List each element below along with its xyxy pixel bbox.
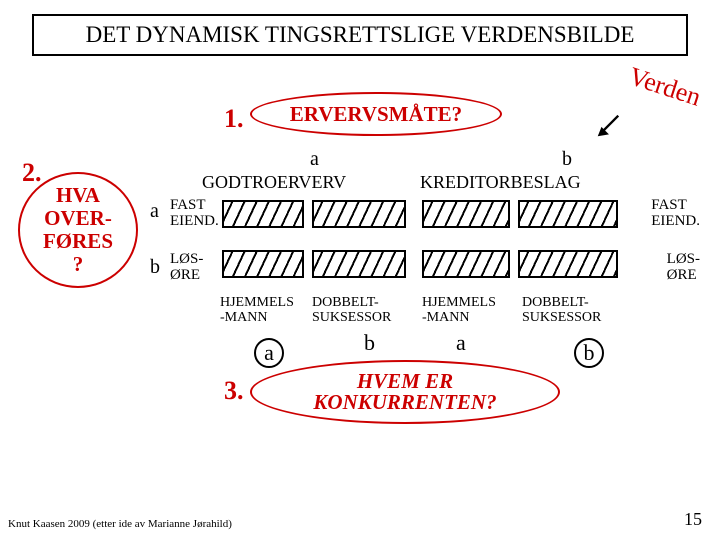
credit-text: Knut Kaasen 2009 (etter ide av Marianne … — [8, 518, 232, 530]
sub-hjemmels-left: HJEMMELS -MANN — [220, 296, 294, 325]
sub-hjemmels-right: HJEMMELS -MANN — [422, 296, 496, 325]
sd1r: DOBBELT- — [522, 295, 589, 310]
hatched-cell — [518, 250, 618, 278]
hatched-cell — [222, 250, 304, 278]
hatched-cell — [312, 250, 406, 278]
q2-text: HVA OVER- FØRES ? — [43, 184, 113, 276]
fast2-l: EIEND. — [170, 213, 219, 229]
q3-bubble: HVEM ER KONKURRENTEN? — [250, 360, 560, 424]
q2-bubble: HVA OVER- FØRES ? — [18, 172, 138, 288]
bottom-b-left: b — [364, 330, 375, 356]
lose2-l: ØRE — [170, 267, 200, 283]
q2-number: 2. — [22, 158, 42, 188]
hatched-cell — [422, 250, 510, 278]
row-b-label: b — [150, 256, 160, 279]
q2-l1: HVA — [43, 184, 113, 207]
q3-text: HVEM ER KONKURRENTEN? — [313, 371, 496, 413]
column-a-label: a — [310, 148, 319, 171]
page-number: 15 — [684, 509, 702, 530]
q2-l4: ? — [43, 253, 113, 276]
sh1l: HJEMMELS — [220, 295, 294, 310]
page-title-box: DET DYNAMISK TINGSRETTSLIGE VERDENSBILDE — [32, 14, 688, 56]
column-b-label: b — [562, 148, 572, 171]
sd2r: SUKSESSOR — [522, 310, 601, 325]
verden-word: Verden — [626, 61, 705, 112]
q3-l2: KONKURRENTEN? — [313, 390, 496, 414]
hatched-cell — [312, 200, 406, 228]
bottom-a-left: a — [254, 338, 284, 368]
fast1-l: FAST — [170, 197, 206, 213]
lose1-r: LØS- — [667, 251, 700, 267]
lose2-r: ØRE — [667, 267, 697, 283]
lose1-l: LØS- — [170, 251, 203, 267]
sub-dobbelt-left: DOBBELT- SUKSESSOR — [312, 296, 391, 325]
hatched-cell — [518, 200, 618, 228]
q2-l2: OVER- — [43, 207, 113, 230]
fast-eiend-right: FAST EIEND. — [651, 198, 700, 230]
fast1-r: FAST — [651, 197, 687, 213]
sub-dobbelt-right: DOBBELT- SUKSESSOR — [522, 296, 601, 325]
page-title: DET DYNAMISK TINGSRETTSLIGE VERDENSBILDE — [86, 22, 635, 47]
bottom-b-right: b — [574, 338, 604, 368]
row-a-label: a — [150, 200, 159, 223]
hatched-cell — [422, 200, 510, 228]
q1-number: 1. — [224, 104, 244, 134]
sd1l: DOBBELT- — [312, 295, 379, 310]
hatched-cell — [222, 200, 304, 228]
q2-l3: FØRES — [43, 230, 113, 253]
arrow-icon — [594, 112, 622, 140]
sh2l: -MANN — [220, 310, 267, 325]
header-kreditor: KREDITORBESLAG — [420, 172, 581, 193]
header-godtro: GODTROERVERV — [202, 172, 346, 193]
q3-number: 3. — [224, 376, 244, 406]
sh1r: HJEMMELS — [422, 295, 496, 310]
fast2-r: EIEND. — [651, 213, 700, 229]
fast-eiend-left: FAST EIEND. — [170, 198, 219, 230]
losore-left: LØS- ØRE — [170, 252, 203, 284]
q1-bubble: ERVERVSMÅTE? — [250, 92, 502, 136]
losore-right: LØS- ØRE — [667, 252, 700, 284]
sd2l: SUKSESSOR — [312, 310, 391, 325]
sh2r: -MANN — [422, 310, 469, 325]
bottom-a-right: a — [456, 330, 466, 356]
q1-text: ERVERVSMÅTE? — [290, 102, 462, 127]
